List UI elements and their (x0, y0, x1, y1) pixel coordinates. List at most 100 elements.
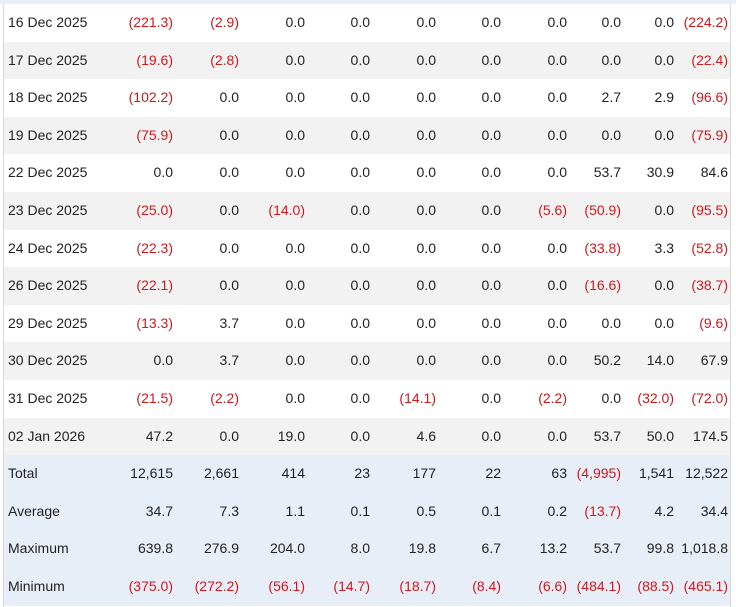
cell-value: 13.2 (539, 540, 567, 557)
cell-value: 0.0 (416, 202, 436, 218)
cell-value: 639.8 (137, 540, 173, 557)
cell-value: (484.1) (576, 578, 621, 594)
row-label: Maximum (8, 540, 69, 557)
summary-row: Total 12,615 2,661 414 23 177 22 63 (4,995) 1,541… (4, 455, 730, 493)
cell-value: 63 (551, 465, 567, 482)
cell-value: 12,522 (685, 465, 728, 482)
cell-value: 0.0 (219, 164, 239, 181)
cell-value: 0.0 (219, 202, 239, 218)
cell-value: (72.0) (691, 390, 728, 406)
cell-value: 0.0 (219, 239, 239, 256)
cell-value: 50.2 (593, 352, 621, 369)
cell-value: (14.1) (399, 390, 436, 406)
cell-value: (50.9) (584, 202, 621, 218)
cell-value: 276.9 (203, 540, 239, 557)
cell-value: (38.7) (691, 277, 728, 294)
cell-value: (16.6) (584, 277, 621, 294)
cell-value: 0.0 (219, 277, 239, 294)
cell-value: 0.2 (547, 502, 567, 519)
cell-value: 0.0 (547, 89, 567, 106)
cell-value: 0.0 (654, 51, 674, 68)
cell-value: 0.0 (547, 239, 567, 256)
cell-value: (224.2) (683, 14, 728, 30)
cell-value: 0.0 (547, 14, 567, 30)
cell-value: 0.0 (547, 277, 567, 294)
cell-value: 0.0 (285, 239, 305, 256)
cell-value: 0.0 (481, 51, 501, 68)
cell-value: (19.6) (136, 51, 173, 68)
cell-value: 0.0 (416, 314, 436, 331)
cell-value: (25.0) (136, 202, 173, 218)
cell-value: 0.0 (654, 126, 674, 143)
cell-value: 0.0 (285, 314, 305, 331)
cell-value: 0.0 (219, 427, 239, 444)
cell-value: (22.1) (136, 277, 173, 294)
cell-value: 3.7 (219, 314, 239, 331)
cell-value: 67.9 (700, 352, 728, 369)
cell-value: 0.0 (601, 126, 621, 143)
data-table: 16 Dec 2025 (221.3) (2.9) 0.0 0.0 0.0 0.0 0.0 0.… (3, 4, 731, 607)
row-label: 19 Dec 2025 (8, 126, 88, 143)
cell-value: (75.9) (691, 126, 728, 143)
cell-value: 53.7 (593, 540, 621, 557)
cell-value: 0.0 (481, 352, 501, 369)
cell-value: 23 (354, 465, 370, 482)
cell-value: 0.0 (350, 202, 370, 218)
cell-value: (14.7) (333, 578, 370, 594)
cell-value: (22.4) (691, 51, 728, 68)
row-label: 02 Jan 2026 (8, 427, 86, 444)
cell-value: 0.0 (547, 164, 567, 181)
cell-value: 22 (485, 465, 501, 482)
cell-value: 0.0 (350, 51, 370, 68)
cell-value: 4.2 (654, 502, 674, 519)
row-label: 31 Dec 2025 (8, 390, 88, 406)
row-label: 23 Dec 2025 (8, 202, 88, 218)
cell-value: 0.0 (416, 352, 436, 369)
cell-value: 0.0 (350, 126, 370, 143)
row-label: 30 Dec 2025 (8, 352, 88, 369)
row-label: 18 Dec 2025 (8, 89, 88, 106)
cell-value: (465.1) (683, 578, 728, 594)
cell-value: (9.6) (699, 314, 728, 331)
cell-value: 1.1 (285, 502, 305, 519)
table-row: 31 Dec 2025 (21.5) (2.2) 0.0 0.0 (14.1) 0.0 (2.… (4, 380, 730, 418)
summary-row: Average 34.7 7.3 1.1 0.1 0.5 0.1 0.2 (13.7) 4.2 34… (4, 492, 730, 531)
cell-value: (18.7) (399, 578, 436, 594)
cell-value: (2.2) (538, 390, 567, 406)
cell-value: 0.0 (481, 126, 501, 143)
cell-value: 99.8 (646, 540, 674, 557)
cell-value: 19.8 (408, 540, 436, 557)
cell-value: 414 (281, 465, 305, 482)
cell-value: 0.0 (547, 126, 567, 143)
cell-value: 0.0 (285, 352, 305, 369)
cell-value: 0.1 (350, 502, 370, 519)
cell-value: 0.0 (285, 390, 305, 406)
cell-value: 34.7 (145, 502, 173, 519)
cell-value: (4,995) (576, 465, 621, 482)
cell-value: 0.0 (601, 14, 621, 30)
cell-value: (22.3) (136, 239, 173, 256)
cell-value: 0.0 (219, 89, 239, 106)
cell-value: 0.0 (654, 14, 674, 30)
cell-value: 19.0 (277, 427, 305, 444)
table-row: 29 Dec 2025 (13.3) 3.7 0.0 0.0 0.0 0.0 0.0 0.0 0.… (4, 305, 730, 343)
cell-value: 0.0 (547, 314, 567, 331)
cell-value: 0.0 (416, 164, 436, 181)
cell-value: (102.2) (128, 89, 173, 106)
table-row: 19 Dec 2025 (75.9) 0.0 0.0 0.0 0.0 0.0 0.0 0.0 0.… (4, 116, 730, 155)
row-label: Minimum (8, 578, 65, 594)
cell-value: 2,661 (203, 465, 239, 482)
cell-value: 53.7 (593, 164, 621, 181)
cell-value: 47.2 (145, 427, 173, 444)
cell-value: 177 (412, 465, 436, 482)
table-row: 16 Dec 2025 (221.3) (2.9) 0.0 0.0 0.0 0.0 0.0 0.… (4, 4, 730, 42)
cell-value: 0.0 (481, 427, 501, 444)
cell-value: 0.0 (350, 164, 370, 181)
cell-value: (8.4) (472, 578, 501, 594)
cell-value: (2.9) (210, 14, 239, 30)
table-row: 23 Dec 2025 (25.0) 0.0 (14.0) 0.0 0.0 0.0 (5.6)… (4, 192, 730, 230)
cell-value: 174.5 (692, 427, 728, 444)
cell-value: (2.8) (210, 51, 239, 68)
cell-value: 0.0 (350, 14, 370, 30)
row-label: 16 Dec 2025 (8, 14, 88, 30)
